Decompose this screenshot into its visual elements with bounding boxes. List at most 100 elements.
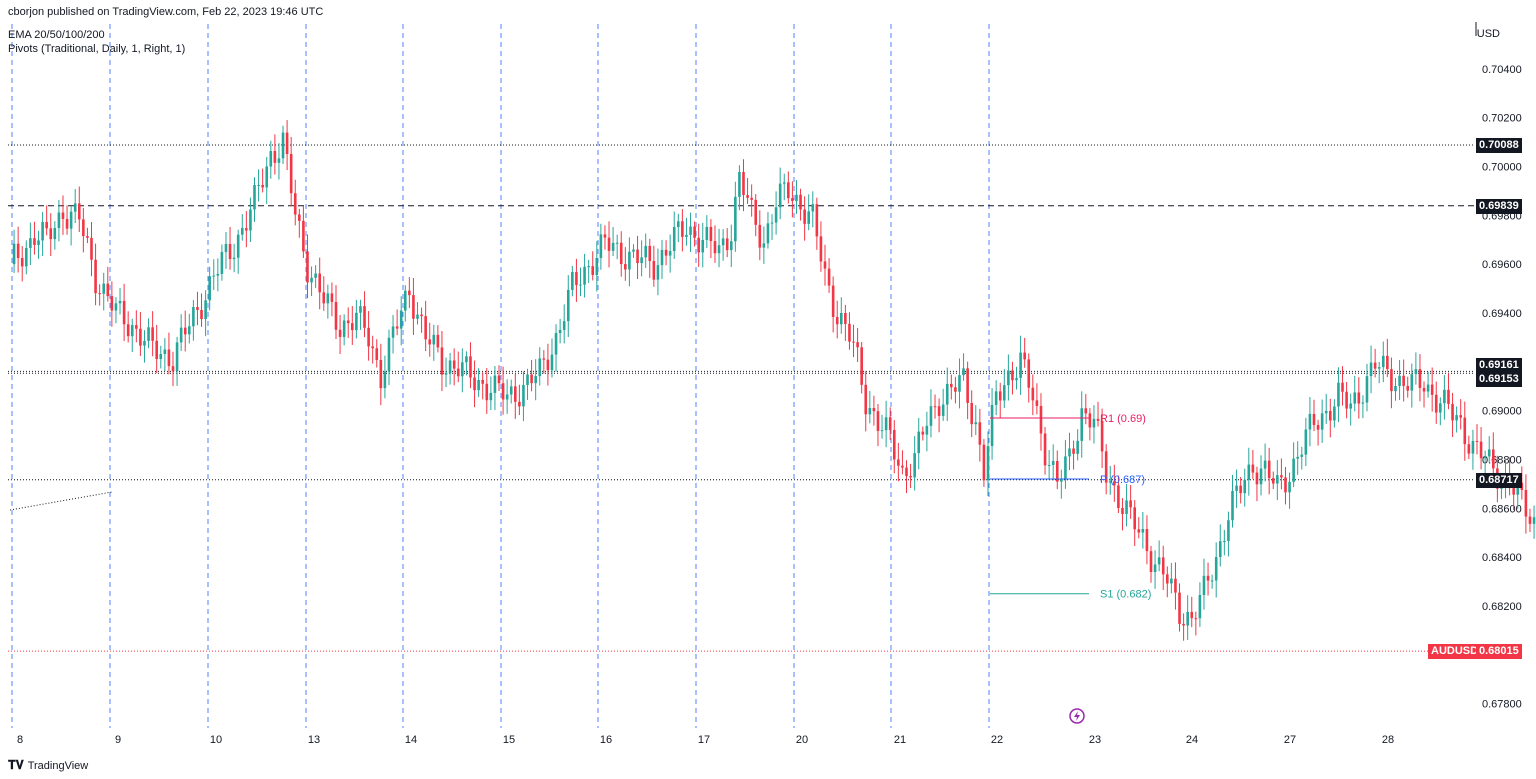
candle-body: [738, 171, 741, 197]
candle-body: [909, 476, 912, 478]
candle-body: [595, 257, 599, 276]
candle-body: [175, 342, 179, 372]
candle-body: [542, 358, 546, 360]
candle-body: [159, 353, 163, 360]
candle-body: [856, 342, 859, 348]
candle-body: [147, 327, 150, 341]
candle-body: [1092, 418, 1096, 428]
candle-body: [1267, 460, 1271, 479]
x-tick-label: 8: [17, 734, 23, 746]
candle-body: [668, 251, 672, 256]
candle-body: [1117, 485, 1120, 509]
candle-body: [888, 417, 892, 430]
candle-body: [1243, 479, 1247, 494]
candle-body: [452, 360, 456, 369]
candle-body: [395, 326, 399, 329]
candle-body: [216, 273, 220, 276]
candle-body: [86, 236, 89, 238]
candle-body: [615, 242, 619, 244]
candle-body: [1060, 478, 1063, 482]
candle-body: [518, 401, 521, 407]
candle-body: [1394, 385, 1397, 392]
candle-body: [1170, 578, 1173, 584]
candle-body: [465, 356, 468, 363]
candle-body: [1381, 355, 1385, 368]
x-tick-label: 22: [991, 734, 1003, 746]
candle-body: [522, 384, 525, 407]
candle-body: [118, 300, 122, 304]
candle-body: [473, 377, 476, 391]
candle-body: [974, 422, 978, 425]
candle-body: [1483, 456, 1487, 459]
candle-body: [619, 242, 623, 265]
x-tick-label: 10: [210, 734, 222, 746]
candle-body: [469, 356, 472, 378]
x-tick-label: 9: [115, 734, 121, 746]
candle-body: [558, 329, 562, 334]
candle-body: [330, 293, 334, 302]
candle-body: [1239, 485, 1242, 494]
x-tick-label: 24: [1186, 734, 1198, 746]
candle-body: [29, 238, 32, 248]
candle-body: [970, 402, 973, 425]
candle-body: [346, 320, 350, 324]
candle-body: [110, 296, 114, 311]
candle-body: [575, 272, 578, 286]
candle-body: [1512, 488, 1515, 495]
candle-body: [236, 234, 240, 258]
candle-body: [179, 327, 183, 343]
candle-body: [656, 265, 660, 280]
candle-body: [799, 194, 802, 210]
indicator-ema-label[interactable]: EMA 20/50/100/200: [8, 29, 105, 41]
candle-body: [1015, 377, 1018, 381]
level-price-tag: 0.69839: [1476, 198, 1522, 214]
candle-body: [298, 214, 301, 221]
candle-body: [1357, 392, 1361, 404]
candle-body: [1141, 529, 1145, 533]
candle-body: [293, 193, 297, 215]
candle-body: [1361, 402, 1365, 404]
candle-body: [122, 300, 126, 325]
candle-body: [766, 223, 770, 244]
candle-body: [1492, 449, 1495, 469]
tradingview-logo[interactable]: 𝐓𝐕 TradingView: [8, 758, 88, 773]
candle-body: [844, 312, 847, 324]
candle-body: [1410, 374, 1414, 391]
candle-body: [102, 283, 106, 294]
candle-body: [1263, 460, 1267, 469]
candle-body: [1434, 394, 1438, 413]
candle-body: [1035, 400, 1039, 406]
candle-body: [477, 379, 480, 391]
x-tick-label: 27: [1284, 734, 1296, 746]
candle-body: [1084, 408, 1088, 414]
candle-body: [253, 184, 256, 210]
candle-body: [1390, 369, 1393, 392]
candle-body: [554, 333, 558, 355]
candle-body: [1259, 468, 1263, 485]
candle-body: [1178, 592, 1181, 624]
tradingview-brand: TradingView: [27, 759, 89, 772]
candle-body: [1471, 440, 1475, 454]
lightning-icon[interactable]: [1069, 708, 1085, 724]
y-tick-label: 0.67800: [1482, 699, 1522, 711]
candle-body: [188, 326, 191, 335]
candle-body: [1113, 481, 1116, 486]
candle-body: [840, 312, 843, 325]
candle-body: [359, 306, 362, 313]
candle-body: [1186, 611, 1189, 626]
candle-body: [245, 228, 248, 231]
candle-body: [599, 234, 603, 258]
x-tick-label: 16: [600, 734, 612, 746]
candle-body: [1231, 490, 1234, 521]
indicator-pivots-label[interactable]: Pivots (Traditional, Daily, 1, Right, 1): [8, 43, 186, 55]
candle-body: [1157, 557, 1161, 565]
candle-body: [1451, 403, 1454, 421]
candle-body: [220, 251, 224, 274]
candle-body: [566, 289, 570, 322]
candle-body: [562, 321, 566, 330]
candle-body: [302, 220, 305, 252]
candle-body: [143, 340, 146, 346]
candle-body: [1104, 451, 1108, 483]
candle-body: [978, 422, 982, 445]
